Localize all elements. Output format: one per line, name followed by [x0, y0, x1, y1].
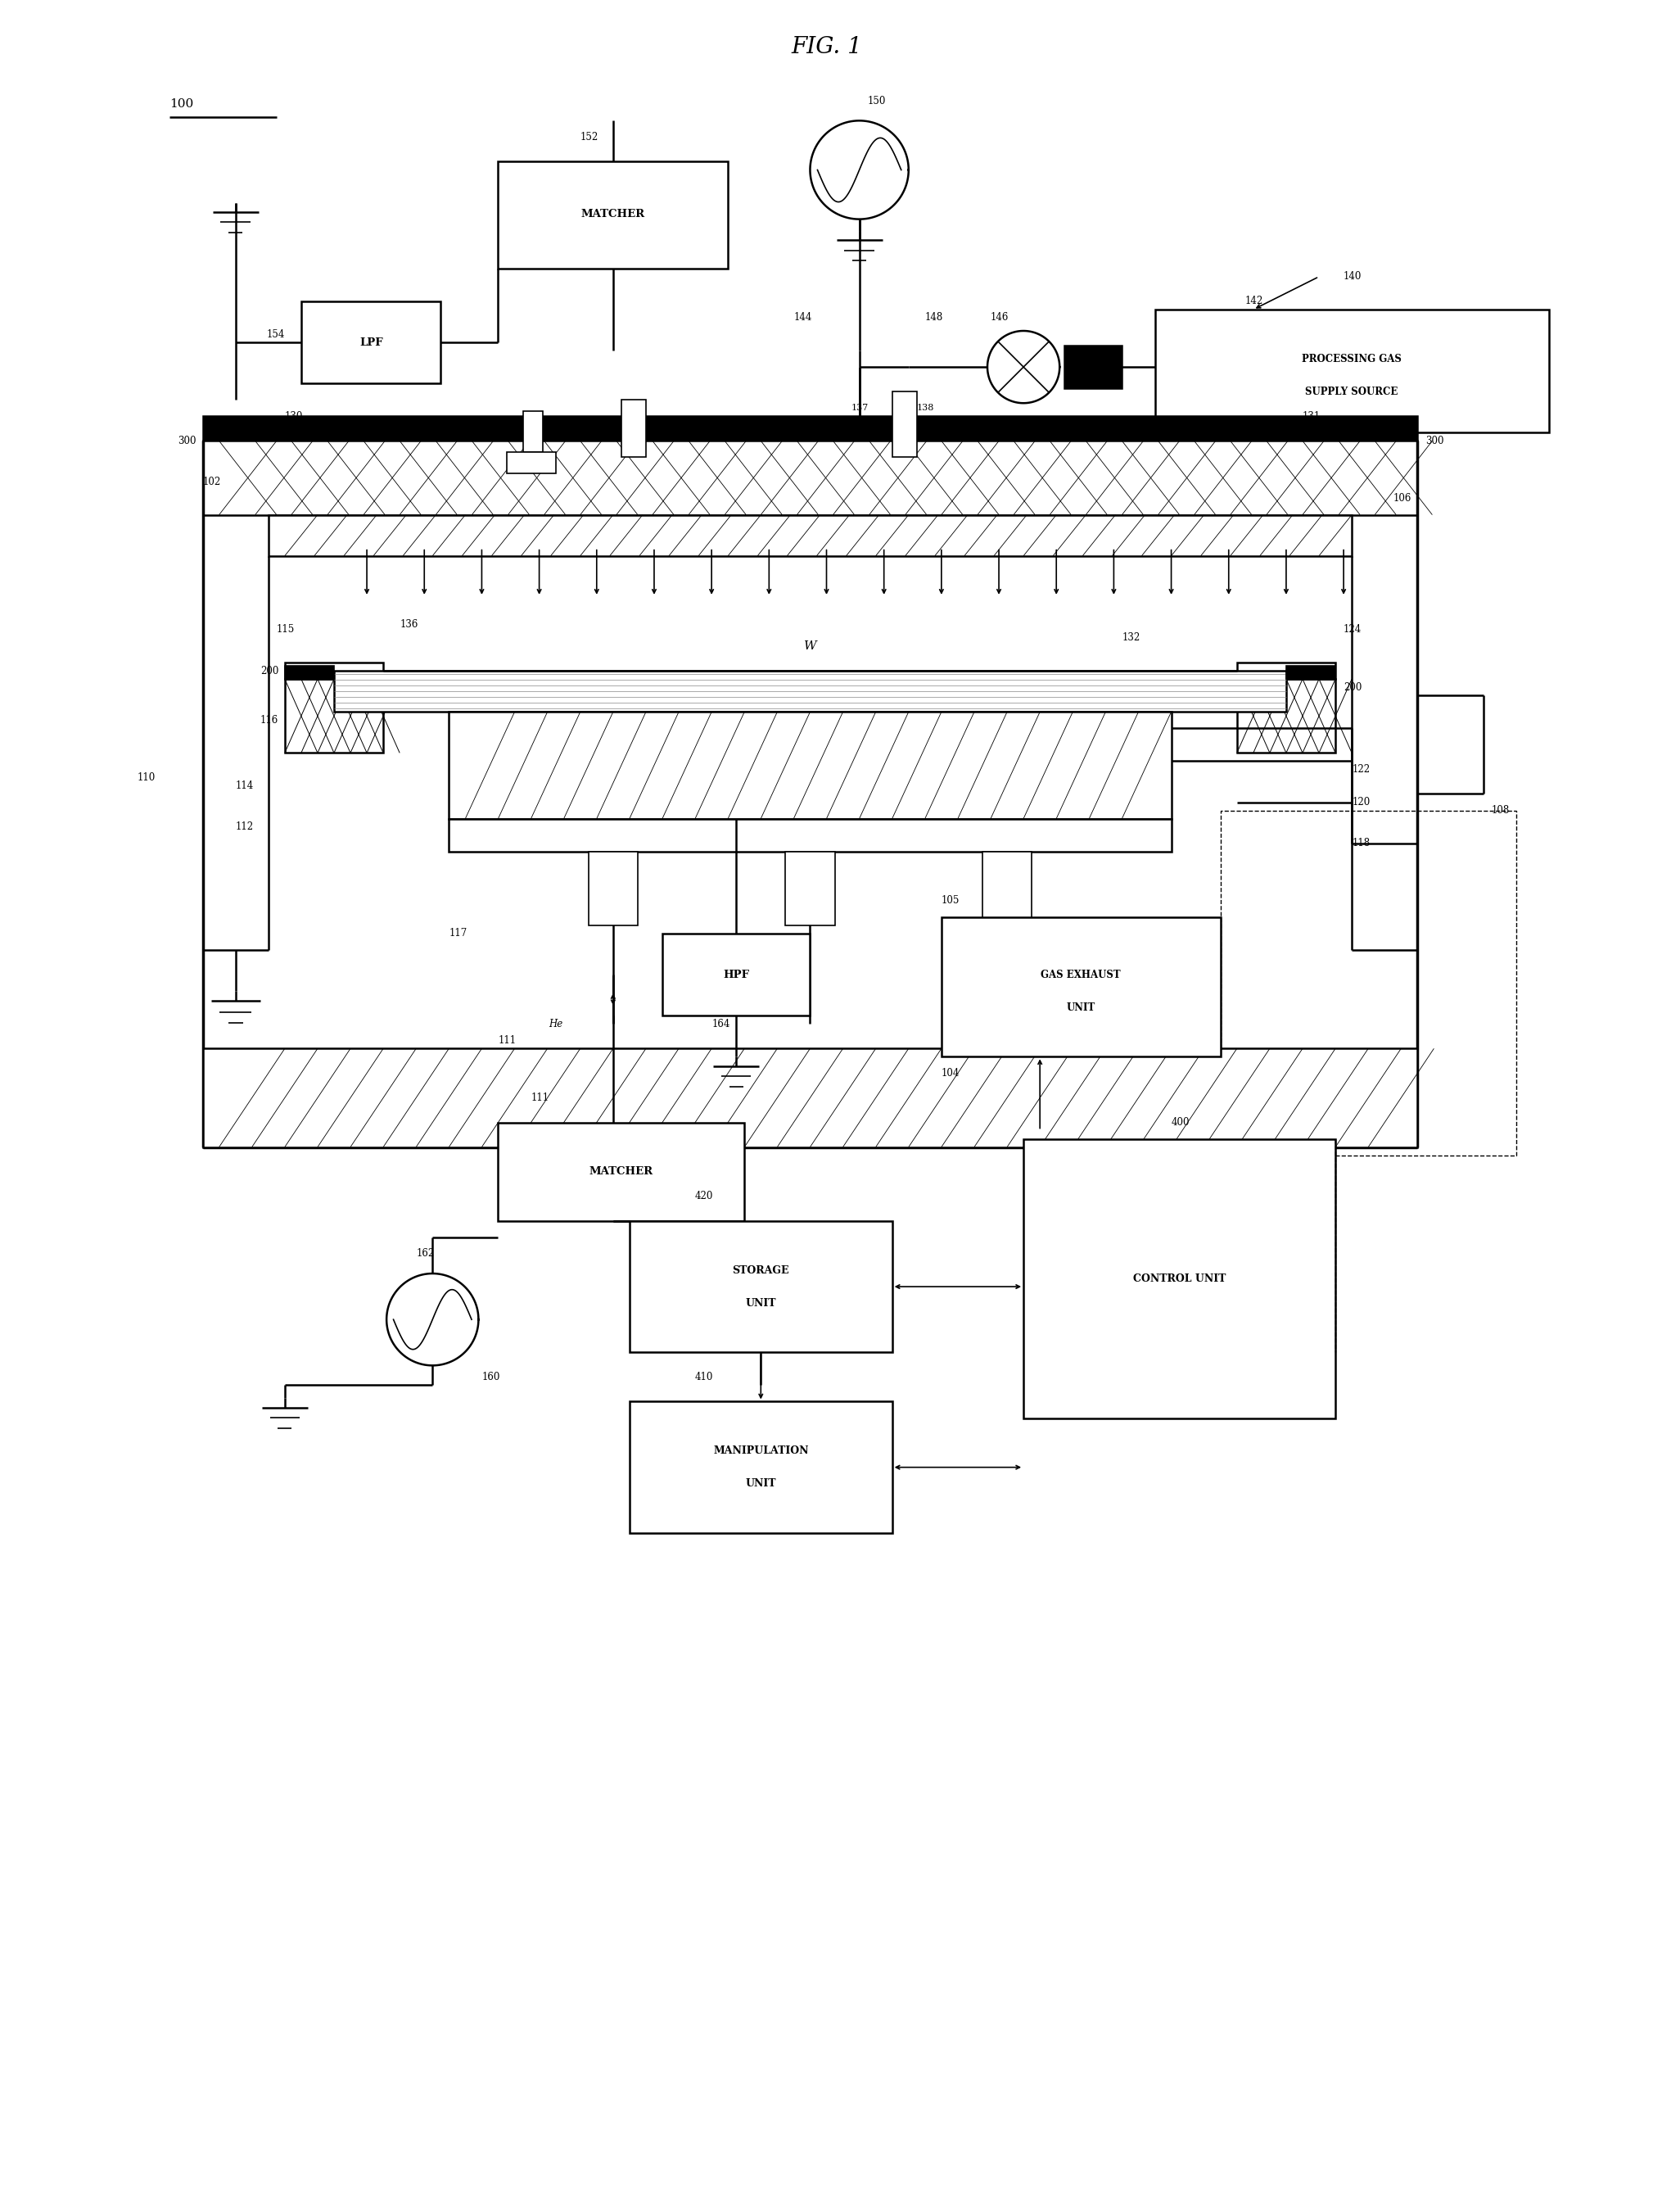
Text: SUPPLY SOURCE: SUPPLY SOURCE: [1306, 387, 1398, 396]
Text: 105: 105: [942, 896, 960, 907]
Text: 118: 118: [1352, 838, 1370, 849]
Text: 130: 130: [284, 411, 302, 422]
Text: He: He: [549, 1018, 562, 1029]
Text: 300: 300: [1425, 436, 1445, 447]
Bar: [301, 301, 441, 383]
Text: 150: 150: [868, 95, 886, 106]
Bar: [893, 392, 917, 458]
Bar: [522, 411, 542, 453]
Bar: [982, 852, 1031, 925]
Text: CONTROL UNIT: CONTROL UNIT: [1132, 1274, 1227, 1283]
Text: 131: 131: [1303, 411, 1321, 422]
Text: LPF: LPF: [360, 336, 383, 347]
Bar: [284, 679, 383, 752]
Bar: [1155, 310, 1549, 434]
Bar: [1220, 810, 1516, 1155]
Text: 132: 132: [1122, 633, 1141, 644]
Text: 115: 115: [276, 624, 294, 635]
Text: 146: 146: [990, 312, 1008, 323]
Text: 111: 111: [531, 1093, 549, 1104]
Bar: [1236, 664, 1336, 679]
Text: 104: 104: [942, 1068, 960, 1079]
Text: 116: 116: [260, 714, 278, 726]
Text: 154: 154: [266, 330, 284, 338]
Bar: [498, 1121, 744, 1221]
Text: MATCHER: MATCHER: [590, 1166, 653, 1177]
Text: 135: 135: [555, 420, 574, 429]
Text: 136: 136: [400, 619, 418, 630]
Text: 102: 102: [203, 476, 222, 487]
Text: 110: 110: [137, 772, 155, 783]
Text: 148: 148: [926, 312, 944, 323]
Bar: [506, 453, 555, 473]
Text: UNIT: UNIT: [746, 1478, 777, 1489]
Text: 162: 162: [417, 1248, 435, 1259]
Bar: [203, 1048, 1418, 1148]
Text: 138: 138: [917, 405, 934, 411]
Text: 137: 137: [851, 405, 868, 411]
Text: 410: 410: [696, 1371, 714, 1382]
Text: 114: 114: [235, 781, 253, 792]
Text: 106: 106: [1393, 493, 1412, 504]
Text: 122: 122: [1352, 763, 1370, 774]
Text: HPF: HPF: [722, 969, 749, 980]
Bar: [498, 161, 727, 268]
Bar: [588, 852, 638, 925]
Bar: [1023, 1139, 1336, 1418]
Text: PROCESSING GAS: PROCESSING GAS: [1303, 354, 1402, 365]
Text: 134: 134: [489, 420, 507, 429]
Bar: [622, 400, 646, 458]
Text: 117: 117: [450, 929, 468, 938]
Bar: [450, 818, 1172, 852]
Text: W: W: [803, 641, 817, 653]
Text: 100: 100: [170, 100, 193, 111]
Text: 200: 200: [260, 666, 278, 677]
Text: 120: 120: [1352, 796, 1370, 807]
Text: 108: 108: [1491, 805, 1509, 816]
Text: MATCHER: MATCHER: [582, 208, 645, 219]
Text: 144: 144: [793, 312, 812, 323]
Bar: [284, 666, 334, 679]
Bar: [1286, 666, 1336, 679]
Bar: [268, 515, 1352, 555]
Text: 140: 140: [1344, 272, 1362, 281]
Text: 112: 112: [235, 821, 253, 832]
Bar: [942, 918, 1220, 1057]
Bar: [630, 1402, 893, 1533]
Text: 111: 111: [498, 1035, 516, 1046]
Text: 152: 152: [580, 133, 598, 142]
Text: 124: 124: [1344, 624, 1362, 635]
Text: 400: 400: [1172, 1117, 1190, 1128]
Bar: [1236, 679, 1336, 752]
Text: FIG. 1: FIG. 1: [792, 35, 861, 58]
Bar: [334, 670, 1286, 712]
Text: 143: 143: [597, 420, 615, 429]
Text: GAS EXHAUST: GAS EXHAUST: [1041, 969, 1121, 980]
Bar: [630, 1221, 893, 1352]
Text: 142: 142: [1245, 296, 1263, 307]
Bar: [203, 440, 1418, 515]
Bar: [203, 416, 1418, 440]
Bar: [284, 664, 383, 679]
Text: UNIT: UNIT: [1066, 1002, 1096, 1013]
Bar: [663, 933, 810, 1015]
Text: STORAGE: STORAGE: [732, 1265, 788, 1276]
Text: 164: 164: [711, 1018, 731, 1029]
Bar: [785, 852, 835, 925]
Text: 420: 420: [696, 1190, 714, 1201]
Bar: [450, 712, 1172, 818]
Text: UNIT: UNIT: [746, 1298, 777, 1307]
Text: 200: 200: [1344, 681, 1362, 692]
Bar: [1065, 345, 1122, 389]
Text: 160: 160: [481, 1371, 501, 1382]
Text: MANIPULATION: MANIPULATION: [712, 1447, 808, 1455]
Text: 300: 300: [179, 436, 197, 447]
